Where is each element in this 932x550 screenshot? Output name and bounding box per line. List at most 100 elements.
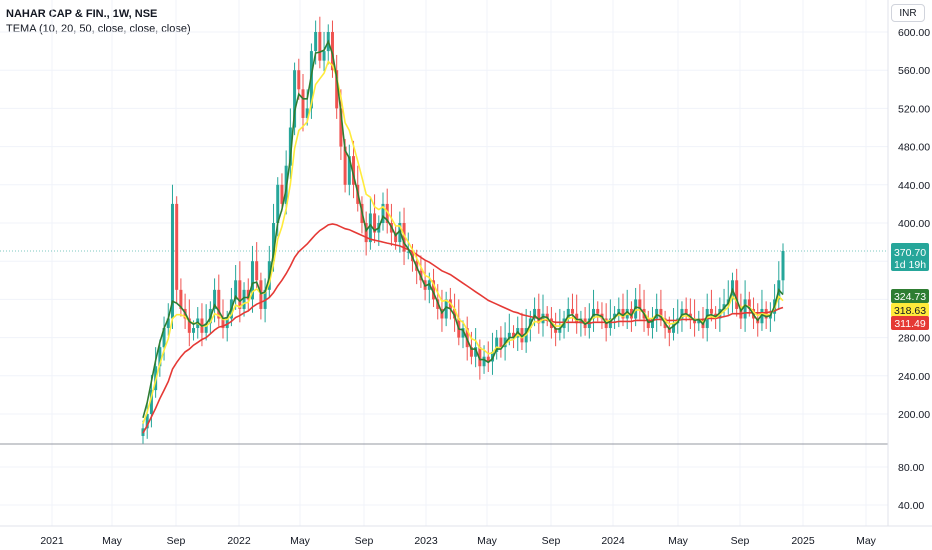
time-tick-label: May <box>290 535 311 547</box>
price-tick-label: 600.00 <box>898 27 930 39</box>
candle-body <box>579 318 583 324</box>
candle-body <box>250 261 254 300</box>
candle-body <box>646 318 650 329</box>
candle-body <box>242 289 246 309</box>
candle-body <box>293 70 297 128</box>
candle-body <box>499 337 503 348</box>
candle-body <box>520 328 524 343</box>
candle-body <box>461 328 465 338</box>
candle-body <box>204 323 208 333</box>
candle-body <box>175 203 179 290</box>
candle-body <box>621 308 625 319</box>
tema-lines <box>142 39 784 434</box>
candle-body <box>339 108 343 147</box>
candle-body <box>474 347 478 357</box>
candle-body <box>432 280 436 300</box>
candle-body <box>381 203 385 223</box>
time-axis: 2021 May Sep 2022 May Sep 2023 May Sep 2024 May Sep… <box>40 535 876 547</box>
candle-body <box>570 308 574 314</box>
candle-body <box>352 156 356 185</box>
tema-value-label: 311.49 <box>894 318 925 330</box>
time-tick-label: 2021 <box>40 535 64 547</box>
candle-body <box>478 347 482 367</box>
candle-body <box>747 299 751 309</box>
candle-body <box>255 261 259 281</box>
candle-body <box>318 32 322 61</box>
time-tick-label: May <box>668 535 689 547</box>
candle-body <box>406 251 410 253</box>
candle-body <box>629 308 633 319</box>
candle-body <box>453 308 457 319</box>
candle-body <box>554 328 558 333</box>
candle-body <box>179 289 183 309</box>
candle-body <box>781 250 785 281</box>
candle-body <box>373 213 377 233</box>
candle-body <box>760 308 764 324</box>
candle-body <box>343 146 347 185</box>
candle-body <box>709 308 713 314</box>
time-tick-label: Sep <box>355 535 374 547</box>
candle-body <box>394 232 398 243</box>
candle-body <box>444 299 448 319</box>
time-tick-label: May <box>102 535 123 547</box>
time-tick-label: 2023 <box>414 535 438 547</box>
candle-body <box>735 280 739 309</box>
price-tick-label: 480.00 <box>898 142 930 154</box>
candle-body <box>655 308 659 319</box>
candle-body <box>680 308 684 319</box>
candle-body <box>608 318 612 329</box>
candle-body <box>276 184 280 223</box>
candle-body <box>297 70 301 90</box>
tema10-line <box>142 39 784 419</box>
price-tick-label: 240.00 <box>898 371 930 383</box>
candle-body <box>272 223 276 262</box>
candle-body <box>667 328 671 333</box>
candle-body <box>638 299 642 309</box>
candle-body <box>650 318 654 329</box>
candle-body <box>486 356 490 362</box>
candle-body <box>149 390 153 414</box>
price-tick-label: 520.00 <box>898 103 930 115</box>
price-tick-label: 40.00 <box>898 500 924 512</box>
candle-body <box>537 308 541 324</box>
candle-body <box>469 347 473 357</box>
tema-value-label: 318.63 <box>894 305 926 317</box>
time-tick-label: May <box>856 535 877 547</box>
candle-body <box>263 289 267 309</box>
price-axis: 600.00 560.00 520.00 480.00 440.00 400.00 280.… <box>898 27 930 512</box>
last-price-value: 370.70 <box>894 247 926 259</box>
candle-body <box>764 308 768 319</box>
candle-body <box>335 70 339 109</box>
candle-body <box>280 184 284 204</box>
candle-body <box>305 108 309 118</box>
time-tick-label: 2022 <box>227 535 251 547</box>
candle-body <box>512 332 516 338</box>
candle-body <box>158 347 162 367</box>
time-tick-label: 2025 <box>791 535 815 547</box>
currency-button[interactable]: INR <box>891 4 925 22</box>
candle-body <box>722 304 726 309</box>
last-price-tag <box>891 243 929 271</box>
candle-body <box>187 318 191 333</box>
candle-body <box>697 318 701 324</box>
chart-title: NAHAR CAP & FIN., 1W, NSE <box>6 8 158 20</box>
time-tick-label: Sep <box>731 535 750 547</box>
candle-body <box>672 323 676 333</box>
candle-body <box>659 308 663 319</box>
candle-body <box>596 308 600 314</box>
candle-body <box>566 308 570 319</box>
grid <box>0 0 932 527</box>
candle-body <box>533 308 537 319</box>
candle-body <box>482 356 486 367</box>
tema50-line <box>142 223 784 434</box>
candle-body <box>192 328 196 333</box>
price-tick-label: 200.00 <box>898 409 930 421</box>
candle-body <box>545 313 549 319</box>
candle-body <box>213 289 217 309</box>
candle-body <box>402 223 406 252</box>
candle-body <box>246 289 250 300</box>
candle-body <box>288 127 292 166</box>
candle-body <box>617 308 621 314</box>
